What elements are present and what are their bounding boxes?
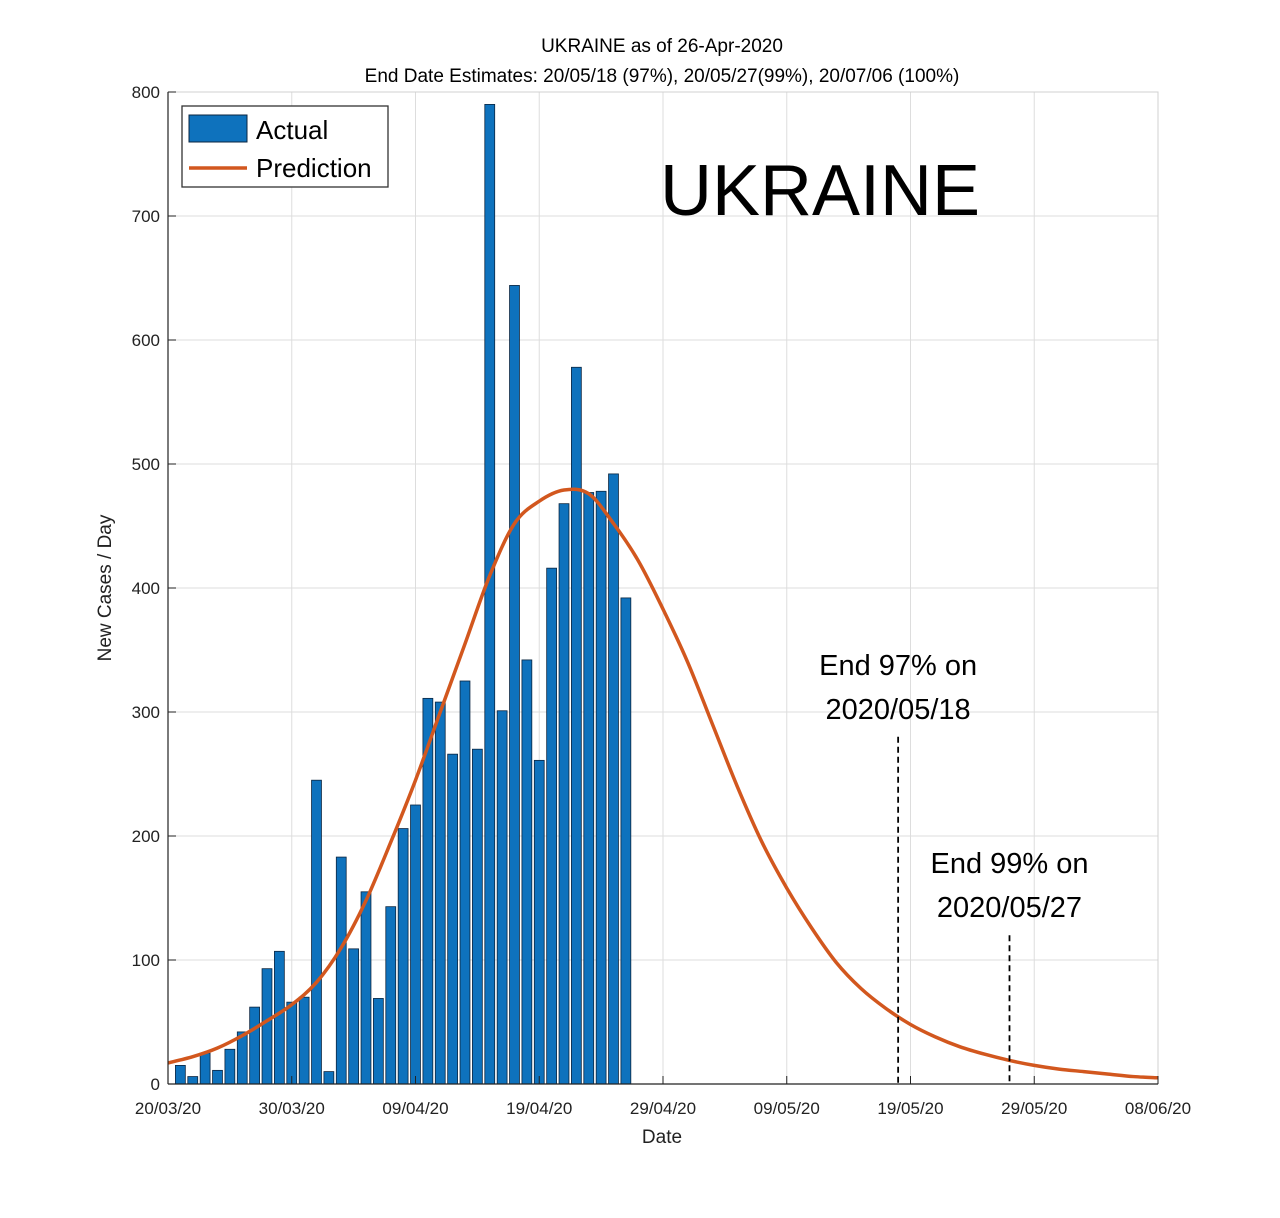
x-tick-label: 08/06/20 bbox=[1125, 1099, 1191, 1118]
bar bbox=[496, 710, 508, 1085]
axes bbox=[167, 91, 1159, 1085]
bar bbox=[286, 1001, 298, 1085]
y-tick-label: 0 bbox=[151, 1075, 160, 1094]
x-tick-label: 29/05/20 bbox=[1001, 1099, 1067, 1118]
bar bbox=[274, 950, 285, 1085]
bars bbox=[175, 104, 632, 1085]
bar bbox=[261, 968, 273, 1085]
y-tick-label: 300 bbox=[132, 703, 160, 722]
x-tick-label: 09/04/20 bbox=[382, 1099, 448, 1118]
y-tick-label: 700 bbox=[132, 207, 160, 226]
bar bbox=[410, 804, 421, 1085]
bar bbox=[459, 680, 471, 1085]
bar bbox=[595, 490, 607, 1085]
y-axis-label: New Cases / Day bbox=[95, 514, 116, 661]
x-axis-label: Date bbox=[642, 1127, 682, 1148]
y-tick-label: 400 bbox=[132, 579, 160, 598]
x-tick-label: 19/05/20 bbox=[877, 1099, 943, 1118]
y-tick-label: 200 bbox=[132, 827, 160, 846]
y-tick-label: 500 bbox=[132, 455, 160, 474]
bar bbox=[484, 104, 496, 1085]
bar bbox=[546, 567, 557, 1085]
y-tick-label: 100 bbox=[132, 951, 160, 970]
prediction-line-group bbox=[167, 487, 1159, 1080]
end-estimate-label: End 99% on bbox=[930, 848, 1088, 880]
x-tick-label: 29/04/20 bbox=[630, 1099, 696, 1118]
country-big-label: UKRAINE bbox=[660, 151, 980, 231]
x-tick-label: 30/03/20 bbox=[259, 1099, 325, 1118]
bar bbox=[348, 948, 359, 1085]
bar bbox=[199, 1052, 211, 1085]
bar bbox=[434, 701, 446, 1085]
chart-title: UKRAINE as of 26-Apr-2020 bbox=[541, 36, 783, 57]
bar bbox=[212, 1069, 223, 1085]
end-estimate-label: End 97% on bbox=[819, 650, 977, 682]
bar bbox=[385, 906, 397, 1085]
y-tick-label: 600 bbox=[132, 331, 160, 350]
bar bbox=[447, 753, 458, 1085]
legend: Actual Prediction bbox=[181, 105, 389, 188]
bar bbox=[249, 1006, 260, 1085]
legend-actual-label: Actual bbox=[256, 115, 328, 145]
bar bbox=[533, 759, 545, 1085]
end-estimate-date: 2020/05/27 bbox=[937, 892, 1082, 924]
bar bbox=[571, 366, 582, 1085]
bar bbox=[236, 1031, 248, 1085]
bar bbox=[397, 828, 409, 1085]
bar bbox=[187, 1076, 199, 1085]
bar bbox=[175, 1065, 186, 1085]
chart-subtitle: End Date Estimates: 20/05/18 (97%), 20/0… bbox=[365, 66, 960, 87]
y-tick-labels: 0 100 200 300 400 500 600 700 800 bbox=[132, 83, 160, 1094]
bar bbox=[583, 492, 595, 1085]
bar bbox=[558, 503, 570, 1085]
x-tick-label: 20/03/20 bbox=[135, 1099, 201, 1118]
x-tick-label: 09/05/20 bbox=[754, 1099, 820, 1118]
bar bbox=[323, 1071, 335, 1085]
x-tick-label: 19/04/20 bbox=[506, 1099, 572, 1118]
bar bbox=[472, 748, 483, 1085]
y-tick-label: 800 bbox=[132, 83, 160, 102]
bar bbox=[509, 285, 520, 1085]
bar bbox=[373, 998, 384, 1085]
bar bbox=[521, 659, 533, 1085]
x-tick-labels: 20/03/20 30/03/20 09/04/20 19/04/20 29/04/20… bbox=[135, 1099, 1191, 1118]
legend-prediction-label: Prediction bbox=[256, 153, 372, 183]
bar bbox=[298, 996, 310, 1085]
bar bbox=[311, 779, 322, 1085]
legend-actual-swatch bbox=[188, 114, 248, 143]
bar bbox=[224, 1048, 236, 1085]
end-estimate-date: 2020/05/18 bbox=[826, 694, 971, 726]
bar bbox=[360, 891, 372, 1085]
annotations: End 97% on 2020/05/18 End 99% on 2020/05/27 bbox=[819, 650, 1089, 1084]
bar bbox=[335, 856, 347, 1085]
bar bbox=[608, 473, 619, 1085]
prediction-line bbox=[167, 487, 1159, 1080]
bar bbox=[620, 597, 632, 1085]
